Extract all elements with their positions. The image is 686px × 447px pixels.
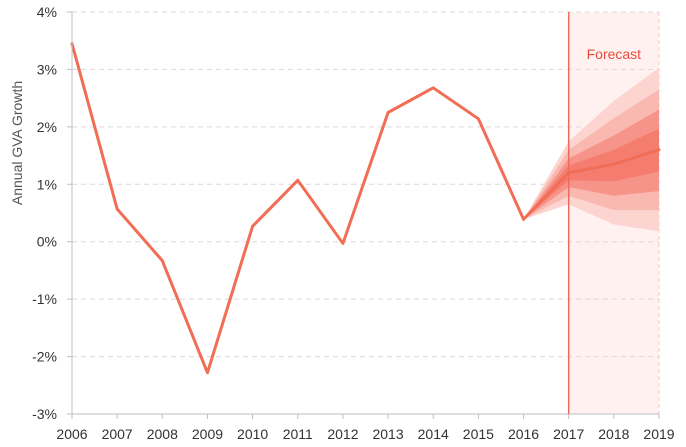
x-tick-label: 2015 bbox=[463, 426, 494, 442]
x-tick-label: 2007 bbox=[102, 426, 133, 442]
y-tick-label: -3% bbox=[32, 406, 57, 422]
y-tick-label: -2% bbox=[32, 349, 57, 365]
x-tick-label: 2014 bbox=[418, 426, 449, 442]
series-line-forecast bbox=[522, 148, 661, 221]
x-tick-label: 2016 bbox=[508, 426, 539, 442]
x-tick-label: 2010 bbox=[237, 426, 268, 442]
x-tick-label: 2017 bbox=[553, 426, 584, 442]
y-tick-label: 3% bbox=[37, 61, 57, 77]
x-tick-label: 2012 bbox=[327, 426, 358, 442]
y-tick-label: 1% bbox=[37, 176, 57, 192]
y-tick-label: 4% bbox=[37, 4, 57, 20]
x-tick-label: 2019 bbox=[643, 426, 674, 442]
x-tick-label: 2006 bbox=[56, 426, 87, 442]
y-tick-label: 0% bbox=[37, 234, 57, 250]
x-tick-label: 2018 bbox=[598, 426, 629, 442]
fan-band-4 bbox=[523, 128, 659, 220]
x-tick-label: 2013 bbox=[372, 426, 403, 442]
x-tick-label: 2011 bbox=[283, 426, 313, 442]
series-line-actual bbox=[70, 42, 526, 375]
y-tick-label: 2% bbox=[37, 119, 57, 135]
x-tick-label: 2009 bbox=[192, 426, 223, 442]
forecast-label: Forecast bbox=[587, 46, 642, 62]
x-tick-label: 2008 bbox=[147, 426, 178, 442]
y-axis-title: Annual GVA Growth bbox=[9, 81, 25, 205]
y-tick-label: -1% bbox=[32, 291, 57, 307]
